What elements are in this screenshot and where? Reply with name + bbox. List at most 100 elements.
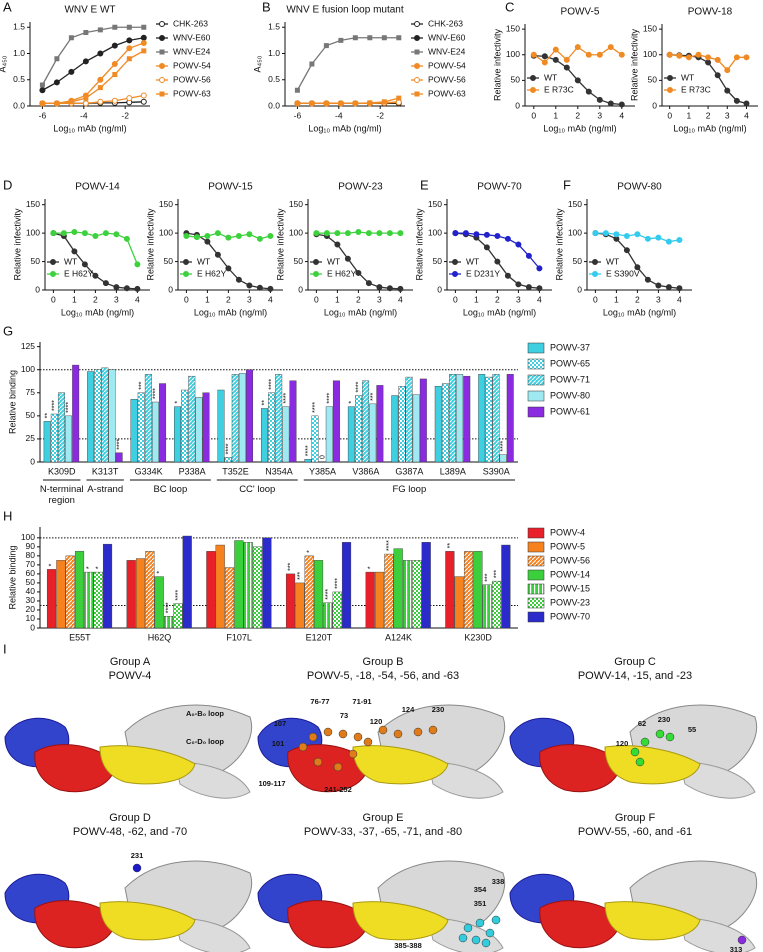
- data-point: [334, 241, 341, 248]
- data-point: [82, 100, 89, 107]
- data-point: [214, 251, 221, 258]
- bar: [115, 452, 123, 463]
- legend-label: CHK-263: [173, 18, 208, 28]
- y-tick-label: 1.0: [13, 48, 25, 58]
- data-point: [607, 44, 614, 51]
- x-tick-label: 0: [314, 294, 319, 304]
- x-tick-label: K230D: [464, 632, 492, 642]
- bar: [285, 573, 296, 629]
- bar: [325, 406, 333, 463]
- data-point: [256, 284, 263, 291]
- protein-structure: [4, 860, 252, 952]
- y-tick-label: 150: [643, 23, 657, 33]
- legend-label: E R73C: [544, 84, 574, 94]
- bar: [181, 389, 189, 463]
- x-tick-label: L389A: [440, 466, 466, 476]
- domain-red: [34, 900, 116, 949]
- group-title: Group E: [363, 812, 404, 824]
- x-tick-label: 4: [677, 294, 682, 304]
- significance-label: *: [95, 566, 102, 569]
- x-tick-label: K309D: [48, 466, 76, 476]
- data-point: [53, 79, 60, 86]
- residue-label: 109-117: [258, 779, 285, 788]
- legend-marker: [452, 271, 458, 277]
- data-point: [504, 272, 511, 279]
- bar: [144, 374, 152, 463]
- bar: [94, 369, 102, 463]
- significance-label: ****: [51, 400, 58, 411]
- x-tick-label: 0: [453, 294, 458, 304]
- data-point: [256, 235, 263, 242]
- group-label: N-terminal region: [39, 484, 84, 506]
- group-title: Group B: [363, 656, 404, 668]
- legend-swatch: [527, 569, 545, 581]
- group-subtitle: POWV-48, -62, and -70: [73, 826, 187, 838]
- data-point: [214, 230, 221, 237]
- x-axis-label: Log₁₀ mAb (ng/ml): [463, 307, 536, 317]
- data-point: [102, 230, 109, 237]
- y-tick-label: 0: [168, 284, 173, 294]
- significance-label: ****: [312, 402, 319, 413]
- residue-label: 241-252: [324, 785, 352, 794]
- significance-label: ****: [334, 578, 341, 589]
- bar: [260, 408, 268, 463]
- residue-sphere: [132, 863, 142, 873]
- x-tick-label: 1: [687, 110, 692, 120]
- significance-label: *: [367, 566, 374, 569]
- x-tick-label: 3: [725, 110, 730, 120]
- y-axis-label: Relative binding: [7, 370, 17, 434]
- x-tick-label: 2: [226, 294, 231, 304]
- legend-label: POWV-63: [173, 88, 211, 98]
- bar: [304, 555, 314, 629]
- legend-label: E H62Y: [197, 268, 227, 278]
- y-tick-label: 40: [26, 586, 36, 596]
- data-point: [396, 35, 402, 41]
- bar: [492, 374, 500, 463]
- data-point: [97, 98, 104, 105]
- bar: [295, 582, 305, 629]
- data-point: [592, 230, 599, 237]
- residue-label: 351: [474, 899, 487, 908]
- bar: [445, 551, 455, 629]
- legend-label: POWV-23: [550, 597, 590, 607]
- data-point: [541, 59, 548, 66]
- data-point: [294, 100, 300, 106]
- residue-sphere: [363, 737, 373, 747]
- significance-label: *: [49, 563, 56, 566]
- bar: [391, 395, 399, 463]
- residue-label: 101: [272, 739, 285, 748]
- y-axis-label: Relative infectivity: [629, 28, 639, 101]
- data-point: [644, 276, 651, 283]
- domain-yellow: [604, 745, 701, 785]
- x-tick-label: 1: [72, 294, 77, 304]
- residue-sphere: [323, 727, 333, 737]
- residue-label: 230: [432, 705, 445, 714]
- residue-sphere: [491, 915, 501, 925]
- bar: [419, 378, 427, 463]
- legend-swatch: [527, 541, 545, 553]
- data-point: [204, 238, 211, 245]
- domain-yellow: [352, 745, 449, 785]
- y-tick-label: 150: [506, 23, 520, 33]
- data-point: [536, 285, 543, 292]
- x-tick-label: S390A: [483, 466, 510, 476]
- legend-label: POWV-63: [428, 88, 466, 98]
- y-tick-label: 150: [289, 199, 303, 209]
- x-tick-label: G334K: [135, 466, 163, 476]
- y-tick-label: 1.5: [13, 22, 25, 32]
- y-tick-label: 0.5: [268, 74, 280, 84]
- x-tick-label: 0: [51, 294, 56, 304]
- data-point: [504, 235, 511, 242]
- significance-label: *: [306, 550, 313, 553]
- data-point: [344, 255, 351, 262]
- domain-red: [287, 900, 369, 949]
- data-point: [386, 230, 393, 237]
- domain-gray: [679, 917, 756, 952]
- y-axis-label: Relative infectivity: [492, 28, 502, 101]
- data-point: [515, 281, 522, 288]
- legend-marker: [414, 49, 420, 55]
- data-point: [596, 51, 603, 58]
- significance-label: *: [86, 566, 93, 569]
- legend-label: WT: [606, 256, 619, 266]
